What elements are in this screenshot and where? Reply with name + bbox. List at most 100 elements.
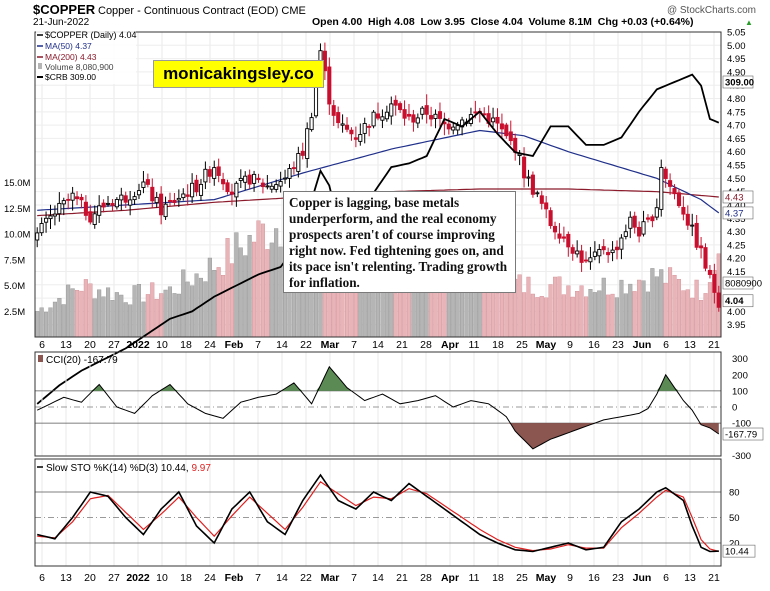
volume-bar (650, 268, 655, 338)
candle-body (703, 247, 708, 269)
volume-bar (681, 290, 686, 338)
candle-body (61, 200, 66, 205)
candle (274, 179, 279, 193)
volume-bar (57, 298, 62, 338)
candle-body (610, 249, 615, 254)
candle-body (247, 174, 252, 185)
candle (668, 173, 673, 195)
price-y-tick-label: 4.15 (727, 267, 746, 278)
candle (437, 102, 443, 127)
stochastics-x-tick-label: Apr (441, 572, 459, 584)
candle-body (650, 216, 655, 222)
price-x-tick-label: Mar (321, 339, 340, 351)
price-legend: $COPPER (Daily) 4.04 MA(50) 4.37 MA(200)… (36, 30, 137, 84)
candle-body (212, 167, 217, 179)
volume-y-tick-label: 2.5M (4, 307, 25, 318)
volume-bar (495, 292, 500, 338)
candle-body (114, 199, 119, 208)
candle (583, 251, 589, 264)
candle (623, 224, 628, 240)
candle (252, 170, 257, 192)
candle-body (57, 202, 62, 215)
legend-volume: Volume 8,080,900 (45, 62, 114, 72)
volume-bar (632, 291, 637, 338)
stochastics-k-line (37, 473, 719, 553)
candle-body (119, 194, 124, 201)
candle-body (296, 153, 301, 172)
annotation-note: Copper is lagging, base metals underperf… (283, 191, 516, 293)
candle (641, 210, 646, 237)
candle (610, 241, 615, 262)
price-y-tick-label: 4.25 (727, 240, 746, 251)
stochastics-x-tick-label: 6 (39, 572, 45, 584)
candle-body (446, 123, 451, 130)
close-last-tag-box (722, 294, 754, 308)
candle-body (393, 99, 398, 106)
candle (637, 221, 642, 243)
candle (114, 197, 119, 210)
candle (659, 159, 664, 217)
price-x-tick-label: 18 (180, 339, 192, 351)
candle-body (185, 194, 190, 197)
volume-bar (584, 296, 589, 338)
cci-negative-area (37, 423, 719, 449)
candle (424, 94, 429, 124)
candle (712, 263, 717, 304)
candle-body (504, 124, 509, 137)
candle (575, 240, 580, 258)
candle (260, 178, 265, 194)
volume-bar (548, 284, 553, 338)
candle (221, 172, 226, 191)
volume-bar (136, 284, 142, 338)
stochastics-x-tick-label: 27 (108, 572, 120, 584)
stochastics-x-tick-label: 10 (156, 572, 168, 584)
stochastics-y-tick-label: 50 (729, 513, 740, 524)
volume-bar (690, 297, 695, 338)
candle-body (92, 213, 97, 225)
candle-body (74, 196, 80, 200)
stochastics-x-tick-label: 2022 (126, 572, 150, 584)
candle (61, 197, 66, 216)
price-x-tick-label: 7 (351, 339, 357, 351)
candle (128, 190, 133, 216)
volume-bar (163, 289, 168, 338)
candle (530, 171, 535, 198)
candle-body (561, 236, 566, 239)
volume-bar (141, 301, 146, 338)
volume-bar (251, 241, 257, 338)
candle (601, 239, 606, 255)
candle (207, 166, 212, 183)
candle-body (526, 176, 531, 179)
candle-body (588, 257, 593, 263)
volume-bar (243, 255, 248, 338)
candle (384, 105, 389, 122)
stochastics-x-tick-label: 6 (663, 572, 669, 584)
candle-body (136, 190, 142, 196)
volume-bar (207, 257, 212, 338)
volume-bar (575, 291, 580, 338)
stochastics-x-tick-label: 20 (84, 572, 96, 584)
candle-body (256, 177, 261, 181)
volume-bar (561, 294, 566, 338)
candle (703, 243, 708, 272)
candle (163, 196, 168, 220)
volume-y-tick-label: 10.0M (4, 230, 30, 241)
volume-bar (181, 269, 186, 338)
volume-bar (260, 223, 266, 338)
candle (535, 190, 540, 198)
price-x-tick-label: 20 (84, 339, 96, 351)
close-last-tag: 4.04 (725, 296, 744, 307)
candle (508, 120, 513, 146)
stochastics-legend: Slow STO %K(14) %D(3) 10.44, 9.97 (37, 463, 211, 474)
candle-body (349, 129, 354, 135)
price-y-tick-label: 4.50 (727, 174, 746, 185)
candle (172, 192, 177, 206)
candle-body (495, 116, 500, 124)
stochastics-x-tick-label: 16 (588, 572, 600, 584)
candle-body (654, 207, 659, 218)
volume-bar (145, 294, 150, 338)
price-x-tick-label: 23 (612, 339, 624, 351)
candle (389, 96, 394, 125)
ma50-line (37, 129, 720, 214)
price-frame (34, 31, 722, 338)
